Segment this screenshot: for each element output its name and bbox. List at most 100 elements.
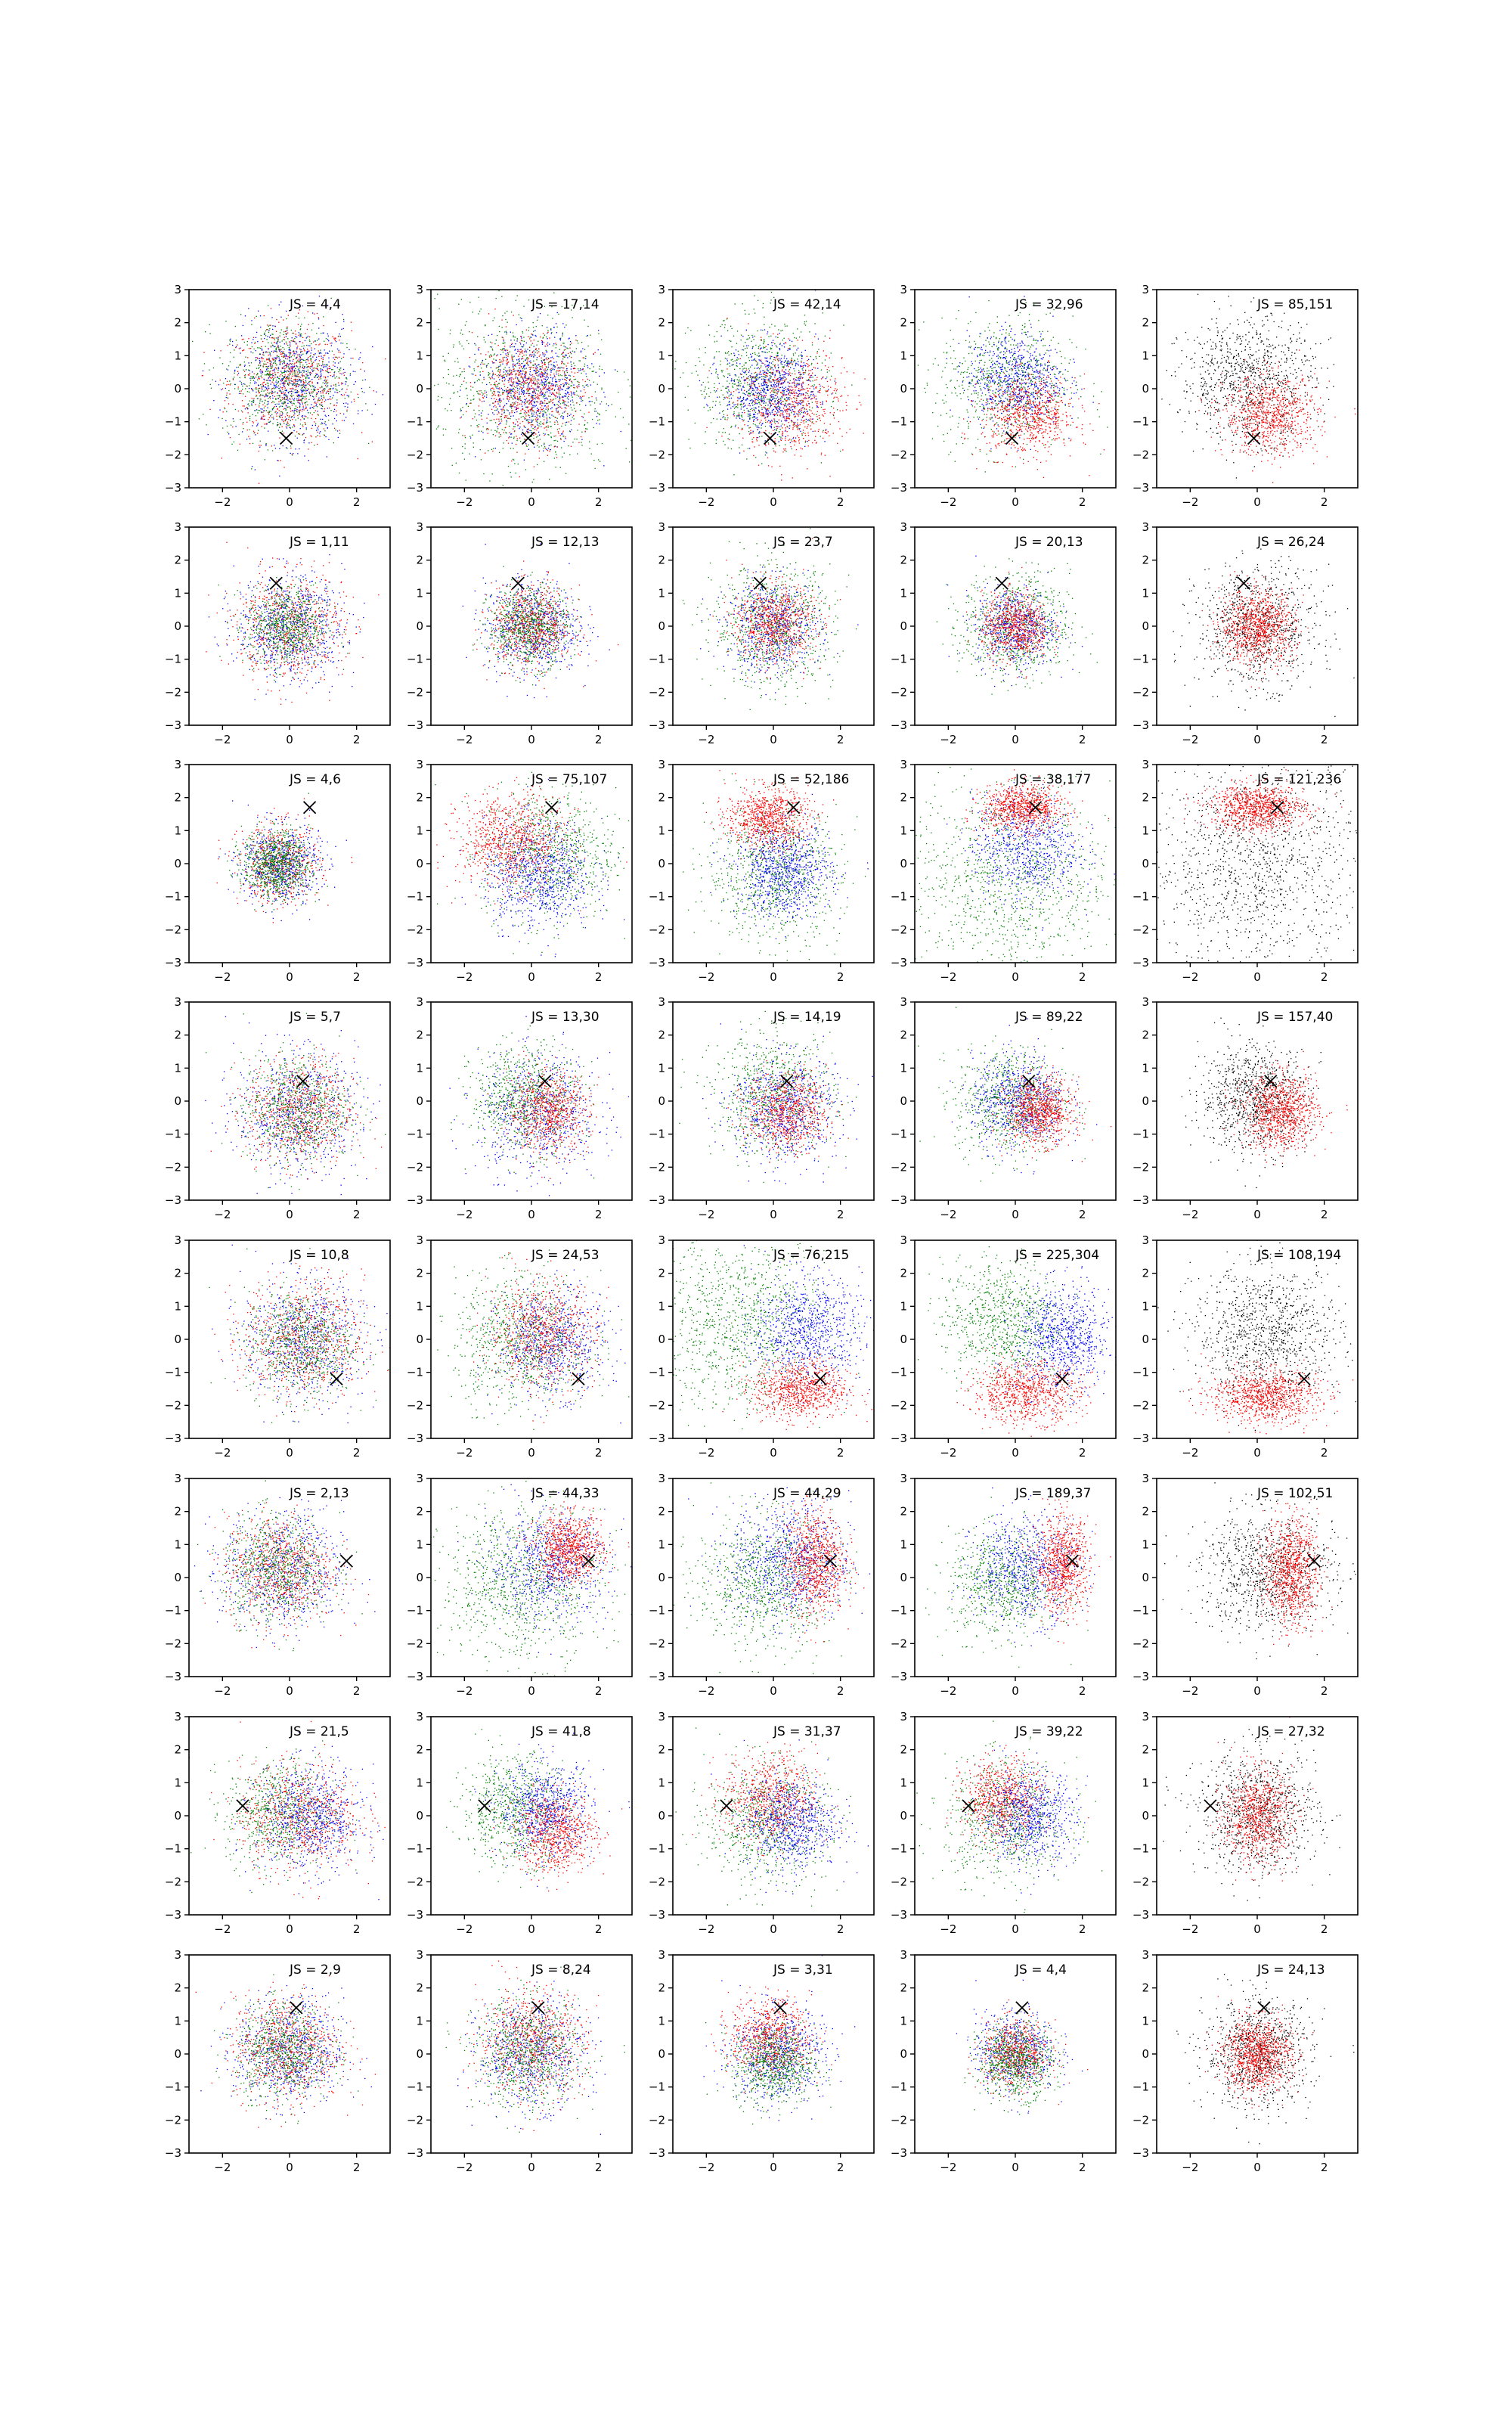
series-red	[184, 285, 386, 503]
point	[498, 345, 499, 346]
point	[266, 395, 267, 396]
point	[527, 393, 528, 394]
point	[571, 357, 572, 358]
point	[519, 351, 520, 352]
point	[342, 383, 343, 384]
point	[282, 375, 283, 376]
point	[544, 427, 545, 428]
point	[483, 377, 484, 378]
point	[549, 383, 550, 384]
point	[533, 350, 534, 351]
point	[287, 345, 288, 346]
point	[277, 382, 278, 383]
point	[546, 366, 547, 367]
point	[554, 375, 555, 376]
point	[491, 388, 492, 389]
point	[448, 383, 449, 384]
point	[495, 422, 496, 423]
point	[542, 373, 543, 374]
point	[328, 393, 329, 394]
series-green	[657, 273, 881, 495]
point	[317, 313, 318, 314]
point	[477, 391, 478, 392]
point	[249, 373, 250, 374]
point	[266, 388, 267, 389]
point	[555, 417, 556, 418]
point	[333, 442, 334, 443]
point	[247, 345, 248, 346]
point	[781, 402, 782, 403]
point	[804, 321, 805, 322]
point	[275, 374, 276, 375]
point	[484, 364, 485, 365]
point	[264, 416, 265, 417]
point	[263, 416, 264, 417]
point	[599, 419, 600, 420]
point	[345, 377, 346, 378]
point	[308, 399, 309, 400]
point	[300, 326, 301, 327]
point	[221, 350, 222, 351]
point	[179, 377, 180, 378]
point	[465, 324, 466, 325]
point	[271, 364, 272, 365]
point	[301, 336, 302, 337]
point	[542, 325, 543, 326]
point	[530, 380, 531, 381]
point	[326, 383, 327, 384]
point	[263, 382, 264, 383]
point	[362, 391, 363, 392]
point	[336, 399, 337, 400]
point	[554, 422, 555, 423]
point	[555, 386, 556, 387]
point	[556, 332, 557, 333]
point	[318, 344, 319, 345]
point	[320, 399, 321, 400]
point	[771, 292, 772, 293]
point	[472, 418, 473, 419]
point	[528, 419, 529, 420]
point	[511, 370, 512, 371]
point	[535, 395, 536, 396]
point	[565, 404, 566, 405]
point	[543, 392, 544, 393]
point	[545, 427, 546, 428]
point	[522, 368, 523, 369]
point	[521, 384, 522, 385]
point	[314, 353, 315, 354]
point	[199, 418, 200, 419]
point	[735, 407, 736, 408]
point	[459, 341, 460, 342]
point	[296, 347, 297, 348]
point	[294, 370, 295, 371]
point	[511, 356, 512, 357]
point	[326, 393, 327, 394]
point	[705, 431, 706, 432]
point	[284, 401, 285, 402]
point	[269, 417, 270, 418]
point	[508, 396, 509, 397]
point	[564, 384, 565, 385]
point	[475, 456, 476, 457]
point	[547, 450, 548, 451]
point	[257, 424, 258, 425]
point	[434, 385, 435, 386]
point	[742, 368, 743, 369]
point	[281, 403, 282, 404]
point	[294, 375, 295, 376]
point	[320, 431, 321, 432]
point	[321, 398, 322, 399]
point	[244, 371, 245, 372]
point	[547, 369, 548, 370]
point	[294, 408, 295, 409]
point	[479, 394, 480, 395]
point	[303, 368, 304, 369]
point	[284, 376, 285, 377]
point	[550, 399, 551, 400]
point	[500, 349, 501, 350]
point	[729, 398, 730, 399]
point	[504, 331, 505, 332]
point	[300, 328, 301, 329]
point	[284, 361, 285, 362]
point	[749, 411, 750, 412]
